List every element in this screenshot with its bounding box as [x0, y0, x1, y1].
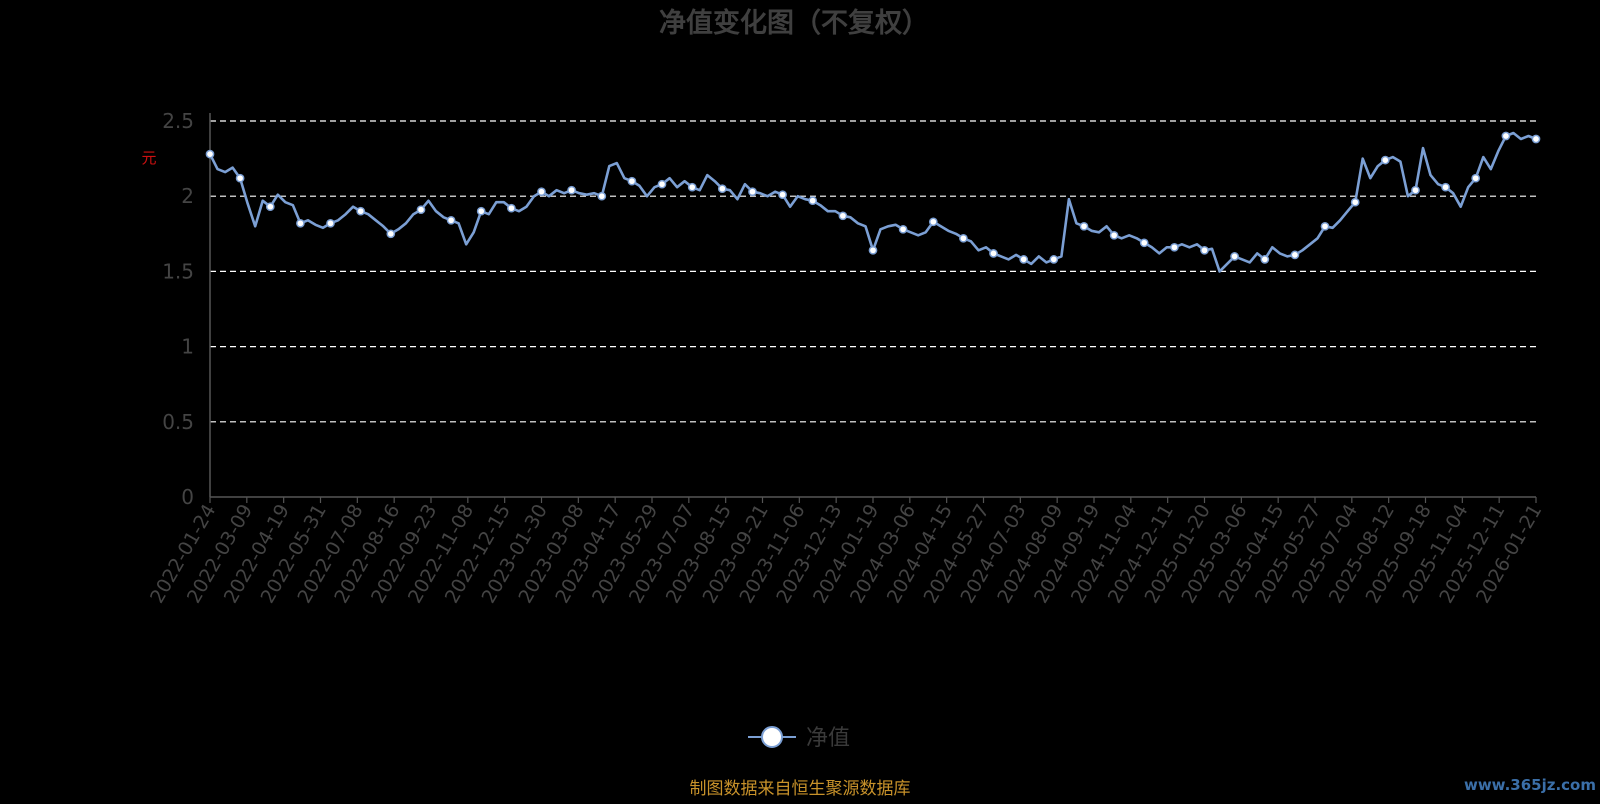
legend-label: 净值: [806, 726, 850, 751]
data-point[interactable]: [717, 184, 727, 194]
data-point[interactable]: [1441, 182, 1450, 192]
data-point[interactable]: [868, 245, 878, 255]
data-point[interactable]: [1290, 250, 1300, 260]
data-point[interactable]: [1260, 255, 1270, 264]
data-point[interactable]: [1501, 131, 1511, 141]
y-tick-label: 1: [181, 335, 194, 359]
data-point[interactable]: [235, 173, 245, 183]
data-point[interactable]: [265, 202, 275, 212]
data-point[interactable]: [627, 176, 637, 186]
data-point[interactable]: [898, 224, 908, 234]
grid-layer: [210, 120, 1536, 423]
y-axis-label: 元: [141, 149, 156, 167]
data-point[interactable]: [1079, 221, 1089, 231]
data-point[interactable]: [567, 185, 576, 195]
legend-marker: [761, 726, 783, 748]
axis-layer: [209, 113, 1537, 503]
data-point[interactable]: [1230, 252, 1239, 261]
data-point[interactable]: [808, 196, 818, 206]
legend[interactable]: 净值: [748, 726, 850, 751]
data-point[interactable]: [507, 203, 516, 213]
watermark: www.365jz.com: [1464, 776, 1596, 794]
data-point[interactable]: [1471, 173, 1481, 183]
data-point[interactable]: [1019, 255, 1029, 264]
data-point[interactable]: [1049, 255, 1059, 264]
chart-title: 净值变化图（不复权）: [659, 7, 929, 39]
data-point[interactable]: [928, 217, 938, 227]
y-tick-label: 0: [181, 485, 194, 509]
data-point[interactable]: [446, 215, 456, 225]
data-point[interactable]: [1109, 230, 1119, 240]
data-point[interactable]: [657, 179, 667, 189]
data-point[interactable]: [1411, 185, 1420, 195]
data-point[interactable]: [1320, 221, 1330, 231]
y-tick-label: 1.5: [162, 259, 194, 283]
y-tick-label: 2: [181, 184, 194, 208]
y-tick-label: 2.5: [162, 109, 194, 133]
data-point[interactable]: [1139, 238, 1149, 248]
data-point[interactable]: [205, 149, 215, 159]
data-point[interactable]: [416, 205, 426, 215]
data-point[interactable]: [838, 211, 848, 221]
data-point[interactable]: [476, 206, 486, 216]
source-note: 制图数据来自恒生聚源数据库: [690, 779, 911, 799]
data-point[interactable]: [296, 218, 305, 228]
series-layer: [205, 131, 1541, 273]
data-point[interactable]: [1380, 155, 1390, 165]
data-point[interactable]: [748, 187, 757, 197]
data-point[interactable]: [537, 187, 546, 197]
y-tick-label: 0.5: [162, 410, 194, 434]
data-point[interactable]: [1200, 245, 1209, 255]
data-point[interactable]: [356, 206, 366, 216]
data-point[interactable]: [1531, 134, 1541, 144]
data-point[interactable]: [989, 249, 998, 258]
data-point[interactable]: [1350, 197, 1360, 207]
data-point[interactable]: [326, 218, 335, 228]
data-point[interactable]: [386, 229, 396, 239]
data-point[interactable]: [597, 191, 607, 201]
data-point[interactable]: [687, 182, 697, 192]
y-tick-labels: 0 0.5 1 1.5 2 2.5: [162, 109, 194, 509]
data-point[interactable]: [1170, 242, 1179, 252]
data-point[interactable]: [778, 190, 787, 200]
data-point[interactable]: [959, 233, 968, 243]
